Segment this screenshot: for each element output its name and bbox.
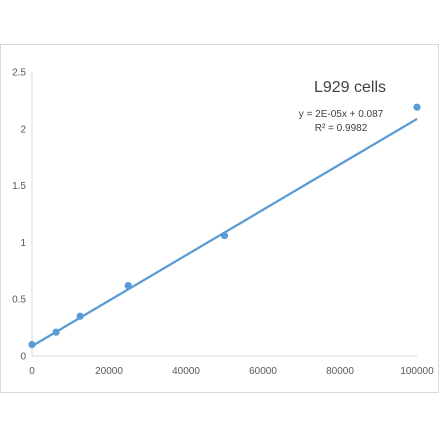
data-point bbox=[124, 281, 132, 290]
x-tick-label: 100000 bbox=[400, 366, 434, 377]
axes bbox=[31, 72, 417, 357]
x-tick-label: 0 bbox=[29, 366, 35, 377]
x-tick-label: 60000 bbox=[249, 366, 277, 377]
x-tick-label: 80000 bbox=[326, 366, 354, 377]
y-tick-label: 0 bbox=[20, 352, 26, 363]
scatter-chart: 0 0.5 1 1.5 2 2.5 0 20000 40000 60000 80000 100000… bbox=[12, 68, 434, 378]
x-tick-labels: 0 20000 40000 60000 80000 100000 bbox=[29, 366, 434, 377]
trendline-equation: y = 2E-05x + 0.087 bbox=[299, 109, 384, 120]
trendline-r-squared: R² = 0.9982 bbox=[315, 123, 368, 134]
data-point bbox=[220, 231, 229, 240]
data-point bbox=[76, 312, 84, 320]
y-tick-label: 1 bbox=[20, 238, 26, 249]
y-tick-labels: 0 0.5 1 1.5 2 2.5 bbox=[12, 68, 26, 363]
y-tick-label: 0.5 bbox=[12, 295, 26, 306]
chart-title: L929 cells bbox=[314, 79, 386, 96]
data-points bbox=[28, 103, 421, 349]
x-tick-label: 40000 bbox=[172, 366, 200, 377]
data-point bbox=[28, 341, 36, 349]
data-point bbox=[52, 328, 60, 336]
y-tick-label: 2 bbox=[20, 124, 26, 135]
chart-frame: 0 0.5 1 1.5 2 2.5 0 20000 40000 60000 80000 100000… bbox=[0, 44, 439, 393]
y-tick-label: 2.5 bbox=[12, 68, 26, 79]
y-tick-label: 1.5 bbox=[12, 181, 26, 192]
data-point bbox=[413, 103, 421, 111]
x-tick-label: 20000 bbox=[95, 366, 123, 377]
